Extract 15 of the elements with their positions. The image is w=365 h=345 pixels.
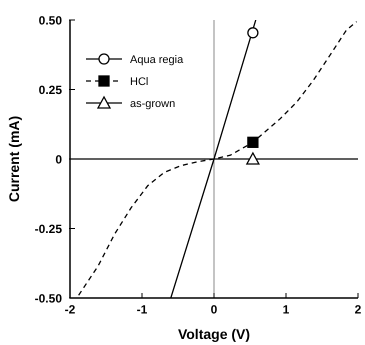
y-tick-label: 0 (55, 152, 62, 166)
legend-label: as-grown (130, 98, 176, 110)
legend-label: Aqua regia (130, 54, 184, 66)
y-tick-label: -0.25 (34, 222, 62, 236)
x-tick-label: 0 (210, 302, 218, 317)
y-tick-label: 0.50 (38, 13, 62, 28)
y-axis-title: Current (mA) (6, 116, 22, 202)
x-tick-label: 1 (282, 302, 290, 317)
x-tick-label: -1 (136, 302, 148, 317)
y-tick-label: 0.25 (38, 82, 62, 97)
x-tick-label: -2 (64, 302, 76, 317)
legend-label: HCl (130, 76, 148, 88)
y-tick-label: -0.50 (34, 291, 62, 306)
x-axis-title: Voltage (V) (178, 326, 250, 342)
x-tick-label: 2 (354, 302, 362, 317)
